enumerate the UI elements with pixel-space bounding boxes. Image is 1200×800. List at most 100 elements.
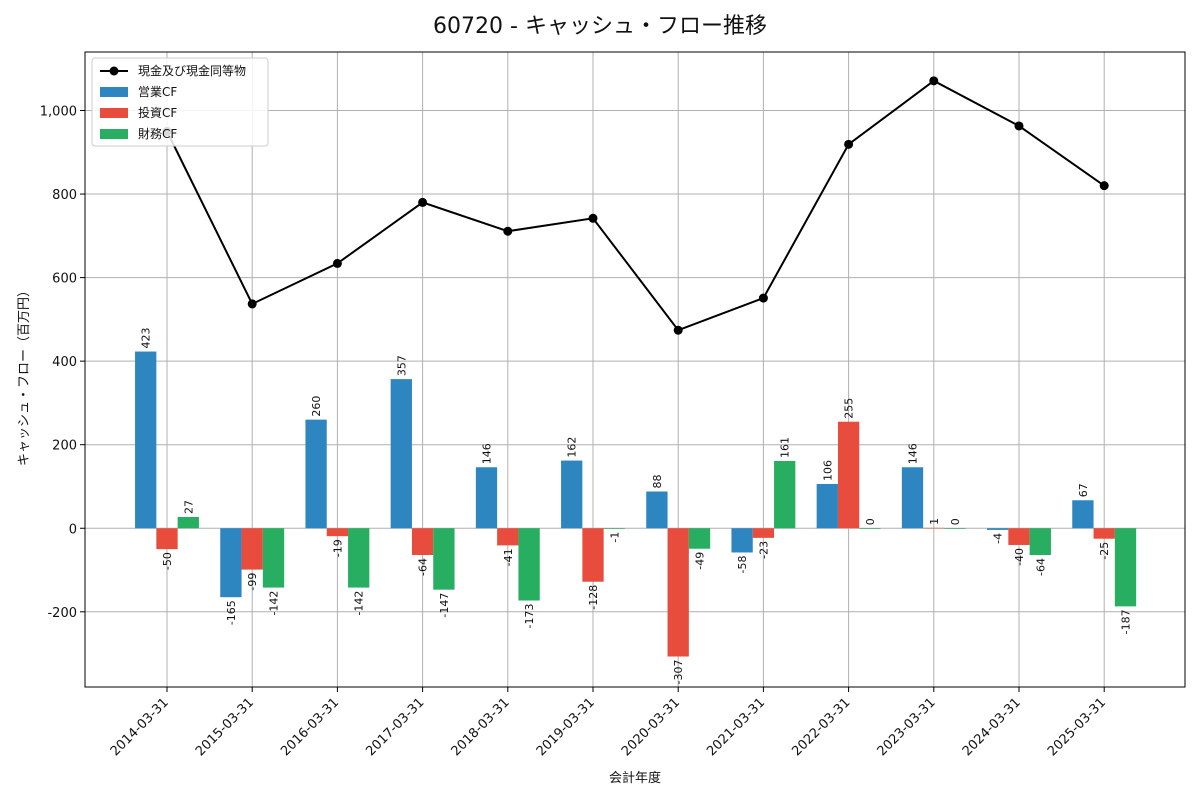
legend-swatch — [100, 87, 128, 97]
plot-frame — [84, 51, 1186, 688]
bar-value-label: -165 — [225, 600, 238, 625]
bar-投資CF — [1093, 528, 1115, 539]
cash-line-point — [1014, 121, 1024, 131]
bar-value-label: -64 — [417, 558, 430, 576]
cash-line-point — [758, 293, 768, 303]
y-tick-label: 800 — [52, 188, 77, 203]
y-axis-label: キャッシュ・フロー（百万円） — [17, 284, 32, 466]
bar-投資CF — [667, 528, 689, 657]
bar-財務CF — [433, 528, 455, 590]
bar-財務CF — [688, 528, 711, 549]
cash-line-point — [929, 76, 939, 86]
bar-投資CF — [241, 528, 263, 570]
x-tick-label: 2023-03-31 — [875, 695, 939, 759]
legend-label: 現金及び現金同等物 — [138, 63, 246, 78]
axes: -200 0 200 400 600 800 1,000 2014-03-31 2015-03-… — [40, 51, 1186, 759]
bar-財務CF — [518, 528, 540, 601]
bar-value-label: -64 — [1034, 558, 1047, 576]
x-tick-label: 2017-03-31 — [363, 695, 427, 759]
cash-line-point — [1099, 181, 1109, 191]
bar-営業CF — [475, 467, 498, 529]
y-tick-label: 1,000 — [40, 104, 77, 119]
bar-投資CF — [411, 528, 434, 555]
x-tick-label: 2019-03-31 — [534, 695, 598, 759]
bar-営業CF — [901, 467, 924, 529]
bar-value-label: -99 — [246, 573, 259, 591]
x-tick-label: 2018-03-31 — [449, 695, 513, 759]
data-labels: 423 -165 260 357 146 162 88 -58 106 146 -4 67 -50 -99… — [140, 328, 1133, 685]
bar-value-label: 255 — [843, 398, 856, 419]
bar-営業CF — [390, 379, 412, 529]
bar-value-label: 357 — [395, 355, 408, 376]
bar-営業CF — [646, 491, 668, 529]
x-tick-label: 2021-03-31 — [704, 695, 768, 759]
bar-value-label: -173 — [523, 604, 536, 629]
bar-投資CF — [497, 528, 519, 546]
bar-value-label: 67 — [1077, 483, 1090, 497]
bar-value-label: 161 — [779, 437, 792, 458]
x-tick-label: 2015-03-31 — [193, 695, 257, 759]
bar-value-label: 423 — [140, 328, 153, 349]
bar-series — [135, 351, 1137, 657]
grid-lines — [85, 52, 1185, 687]
bar-投資CF — [837, 421, 860, 529]
bar-財務CF — [603, 528, 625, 529]
bar-value-label: 146 — [481, 443, 494, 464]
bar-value-label: 1 — [928, 518, 941, 525]
bar-営業CF — [1072, 500, 1094, 529]
bar-営業CF — [816, 483, 838, 529]
bar-value-label: -1 — [608, 532, 621, 543]
bar-value-label: -142 — [353, 591, 366, 616]
bar-value-label: -147 — [438, 593, 451, 618]
x-axis-label: 会計年度 — [609, 770, 661, 786]
cash-line-point — [418, 197, 428, 207]
legend-label: 財務CF — [138, 126, 177, 141]
bar-営業CF — [135, 351, 157, 529]
bar-財務CF — [177, 516, 199, 529]
cash-line-point — [844, 139, 854, 149]
x-tick-label: 2014-03-31 — [108, 695, 172, 759]
bar-財務CF — [1114, 528, 1137, 607]
cash-line-point — [673, 325, 683, 335]
legend-marker — [109, 66, 119, 76]
cash-line-point — [332, 258, 342, 268]
bar-営業CF — [731, 528, 753, 553]
y-tick-label: 0 — [69, 522, 77, 537]
legend-swatch — [100, 108, 128, 118]
bar-value-label: -142 — [268, 591, 281, 616]
bar-財務CF — [348, 528, 370, 588]
bar-財務CF — [1029, 528, 1051, 555]
bar-営業CF — [987, 528, 1009, 530]
bar-value-label: 88 — [651, 474, 664, 488]
bar-value-label: -49 — [694, 552, 707, 570]
bar-value-label: -41 — [502, 548, 515, 566]
bar-value-label: -25 — [1098, 542, 1111, 560]
bar-value-label: -40 — [1013, 548, 1026, 566]
bar-営業CF — [561, 460, 583, 529]
bar-value-label: 146 — [907, 443, 920, 464]
bar-value-label: 0 — [949, 518, 962, 525]
bar-value-label: 162 — [566, 437, 579, 458]
legend-label: 営業CF — [138, 85, 177, 99]
bar-投資CF — [1008, 528, 1030, 545]
cash-line-point — [247, 299, 257, 309]
chart-title: 60720 - キャッシュ・フロー推移 — [433, 14, 767, 39]
y-tick-label: 200 — [52, 439, 77, 454]
bar-value-label: -307 — [672, 660, 685, 685]
y-tick-label: 600 — [52, 272, 77, 287]
x-tick-label: 2025-03-31 — [1045, 695, 1109, 759]
bar-value-label: 260 — [310, 396, 323, 417]
bar-財務CF — [944, 528, 966, 529]
bar-投資CF — [326, 528, 349, 537]
x-tick-label: 2024-03-31 — [960, 695, 1024, 759]
x-tick-label: 2016-03-31 — [278, 695, 342, 759]
bar-財務CF — [262, 528, 285, 588]
bar-営業CF — [220, 528, 242, 598]
y-tick-label: -200 — [47, 606, 77, 621]
bar-財務CF — [774, 460, 796, 529]
bar-value-label: -50 — [161, 552, 174, 570]
bar-営業CF — [305, 419, 327, 529]
